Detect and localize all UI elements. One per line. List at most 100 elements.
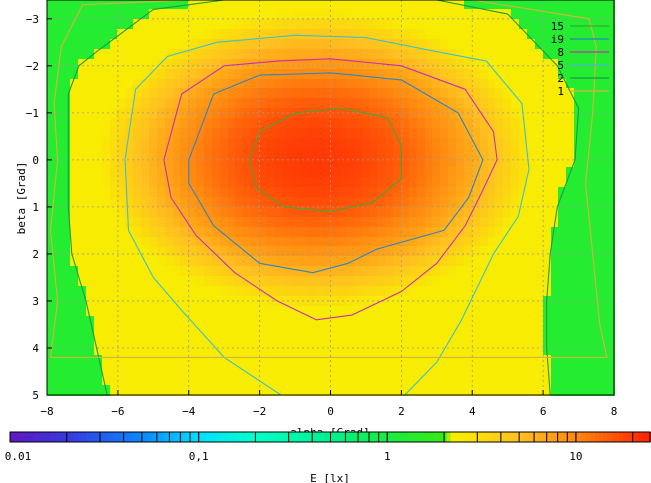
heatmap-cell: [173, 325, 182, 337]
heatmap-cell: [243, 98, 253, 110]
heatmap-cell: [173, 49, 182, 61]
heatmap-cell: [511, 365, 521, 377]
heatmap-cell: [291, 49, 300, 61]
colorbar-label: E [lx]: [310, 472, 350, 483]
heatmap-cell: [275, 29, 285, 41]
heatmap-cell: [480, 177, 489, 189]
colorbar-segment: [70, 432, 75, 442]
heatmap-cell: [551, 88, 560, 100]
heatmap-cell: [133, 9, 143, 21]
heatmap-cell: [314, 335, 324, 347]
heatmap-cell: [243, 286, 253, 298]
heatmap-cell: [94, 246, 104, 258]
heatmap-cell: [590, 256, 600, 268]
heatmap-cell: [314, 69, 324, 80]
heatmap-cell: [440, 316, 450, 327]
heatmap-cell: [149, 276, 159, 288]
heatmap-cell: [338, 88, 348, 100]
heatmap-cell: [464, 246, 474, 258]
heatmap-cell: [102, 79, 111, 90]
colorbar-segment: [638, 432, 644, 442]
heatmap-cell: [212, 385, 222, 396]
heatmap-cell: [291, 98, 300, 110]
heatmap-cell: [157, 197, 167, 209]
heatmap-cell: [409, 237, 419, 248]
heatmap-cell: [180, 49, 190, 61]
heatmap-cell: [322, 39, 332, 51]
heatmap-cell: [173, 217, 182, 229]
heatmap-cell: [243, 128, 253, 140]
heatmap-cell: [291, 325, 300, 337]
heatmap-cell: [606, 59, 615, 71]
heatmap-cell: [220, 335, 230, 347]
heatmap-cell: [480, 385, 489, 396]
heatmap-cell: [369, 246, 379, 258]
heatmap-cell: [228, 385, 238, 396]
heatmap-cell: [188, 19, 198, 31]
heatmap-cell: [535, 19, 545, 31]
heatmap-cell: [322, 98, 332, 110]
heatmap-cell: [188, 158, 198, 169]
colorbar-segment: [466, 432, 472, 442]
heatmap-cell: [220, 207, 230, 219]
heatmap-cell: [495, 385, 505, 396]
heatmap-cell: [598, 0, 608, 11]
heatmap-cell: [54, 158, 64, 169]
heatmap-cell: [78, 375, 88, 387]
heatmap-cell: [574, 108, 584, 120]
heatmap-cell: [369, 276, 379, 288]
heatmap-cell: [417, 187, 426, 199]
heatmap-cell: [417, 29, 426, 41]
heatmap-cell: [275, 128, 285, 140]
heatmap-cell: [527, 39, 537, 51]
heatmap-cell: [369, 167, 379, 179]
heatmap-cell: [275, 88, 285, 100]
colorbar-segment: [186, 432, 191, 442]
heatmap-cell: [598, 39, 608, 51]
heatmap-cell: [480, 286, 489, 298]
heatmap-cell: [551, 325, 560, 337]
heatmap-cell: [598, 98, 608, 110]
heatmap-cell: [299, 246, 308, 258]
heatmap-cell: [70, 88, 80, 100]
heatmap-cell: [448, 266, 458, 278]
heatmap-cell: [346, 138, 356, 150]
heatmap-cell: [228, 79, 238, 90]
heatmap-cell: [275, 286, 285, 298]
heatmap-cell: [354, 98, 363, 110]
heatmap-cell: [86, 306, 96, 317]
heatmap-cell: [346, 207, 356, 219]
heatmap-cell: [291, 128, 300, 140]
heatmap-cell: [480, 128, 489, 140]
heatmap-cell: [54, 266, 64, 278]
colorbar-segment: [606, 432, 612, 442]
heatmap-cell: [338, 98, 348, 110]
heatmap-cell: [117, 128, 127, 140]
heatmap-cell: [94, 49, 104, 61]
heatmap-cell: [480, 138, 489, 150]
colorbar-segment: [298, 432, 304, 442]
heatmap-cell: [346, 217, 356, 229]
heatmap-cell: [369, 385, 379, 396]
heatmap-cell: [377, 355, 387, 367]
heatmap-cell: [503, 167, 513, 179]
heatmap-cell: [606, 19, 615, 31]
heatmap-cell: [464, 138, 474, 150]
heatmap-cell: [417, 217, 426, 229]
heatmap-cell: [259, 29, 269, 41]
heatmap-cell: [291, 276, 300, 288]
colorbar-segment: [114, 432, 119, 442]
heatmap-cell: [322, 316, 332, 327]
heatmap-cell: [448, 29, 458, 41]
heatmap-cell: [228, 167, 238, 179]
heatmap-cell: [306, 167, 316, 179]
heatmap-cell: [432, 49, 442, 61]
heatmap-cell: [385, 365, 395, 377]
heatmap-cell: [86, 237, 96, 248]
heatmap-cell: [503, 29, 513, 41]
heatmap-cell: [527, 256, 537, 268]
heatmap-cell: [472, 128, 482, 140]
heatmap-cell: [125, 345, 135, 357]
heatmap-cell: [425, 286, 434, 298]
heatmap-cell: [235, 98, 245, 110]
